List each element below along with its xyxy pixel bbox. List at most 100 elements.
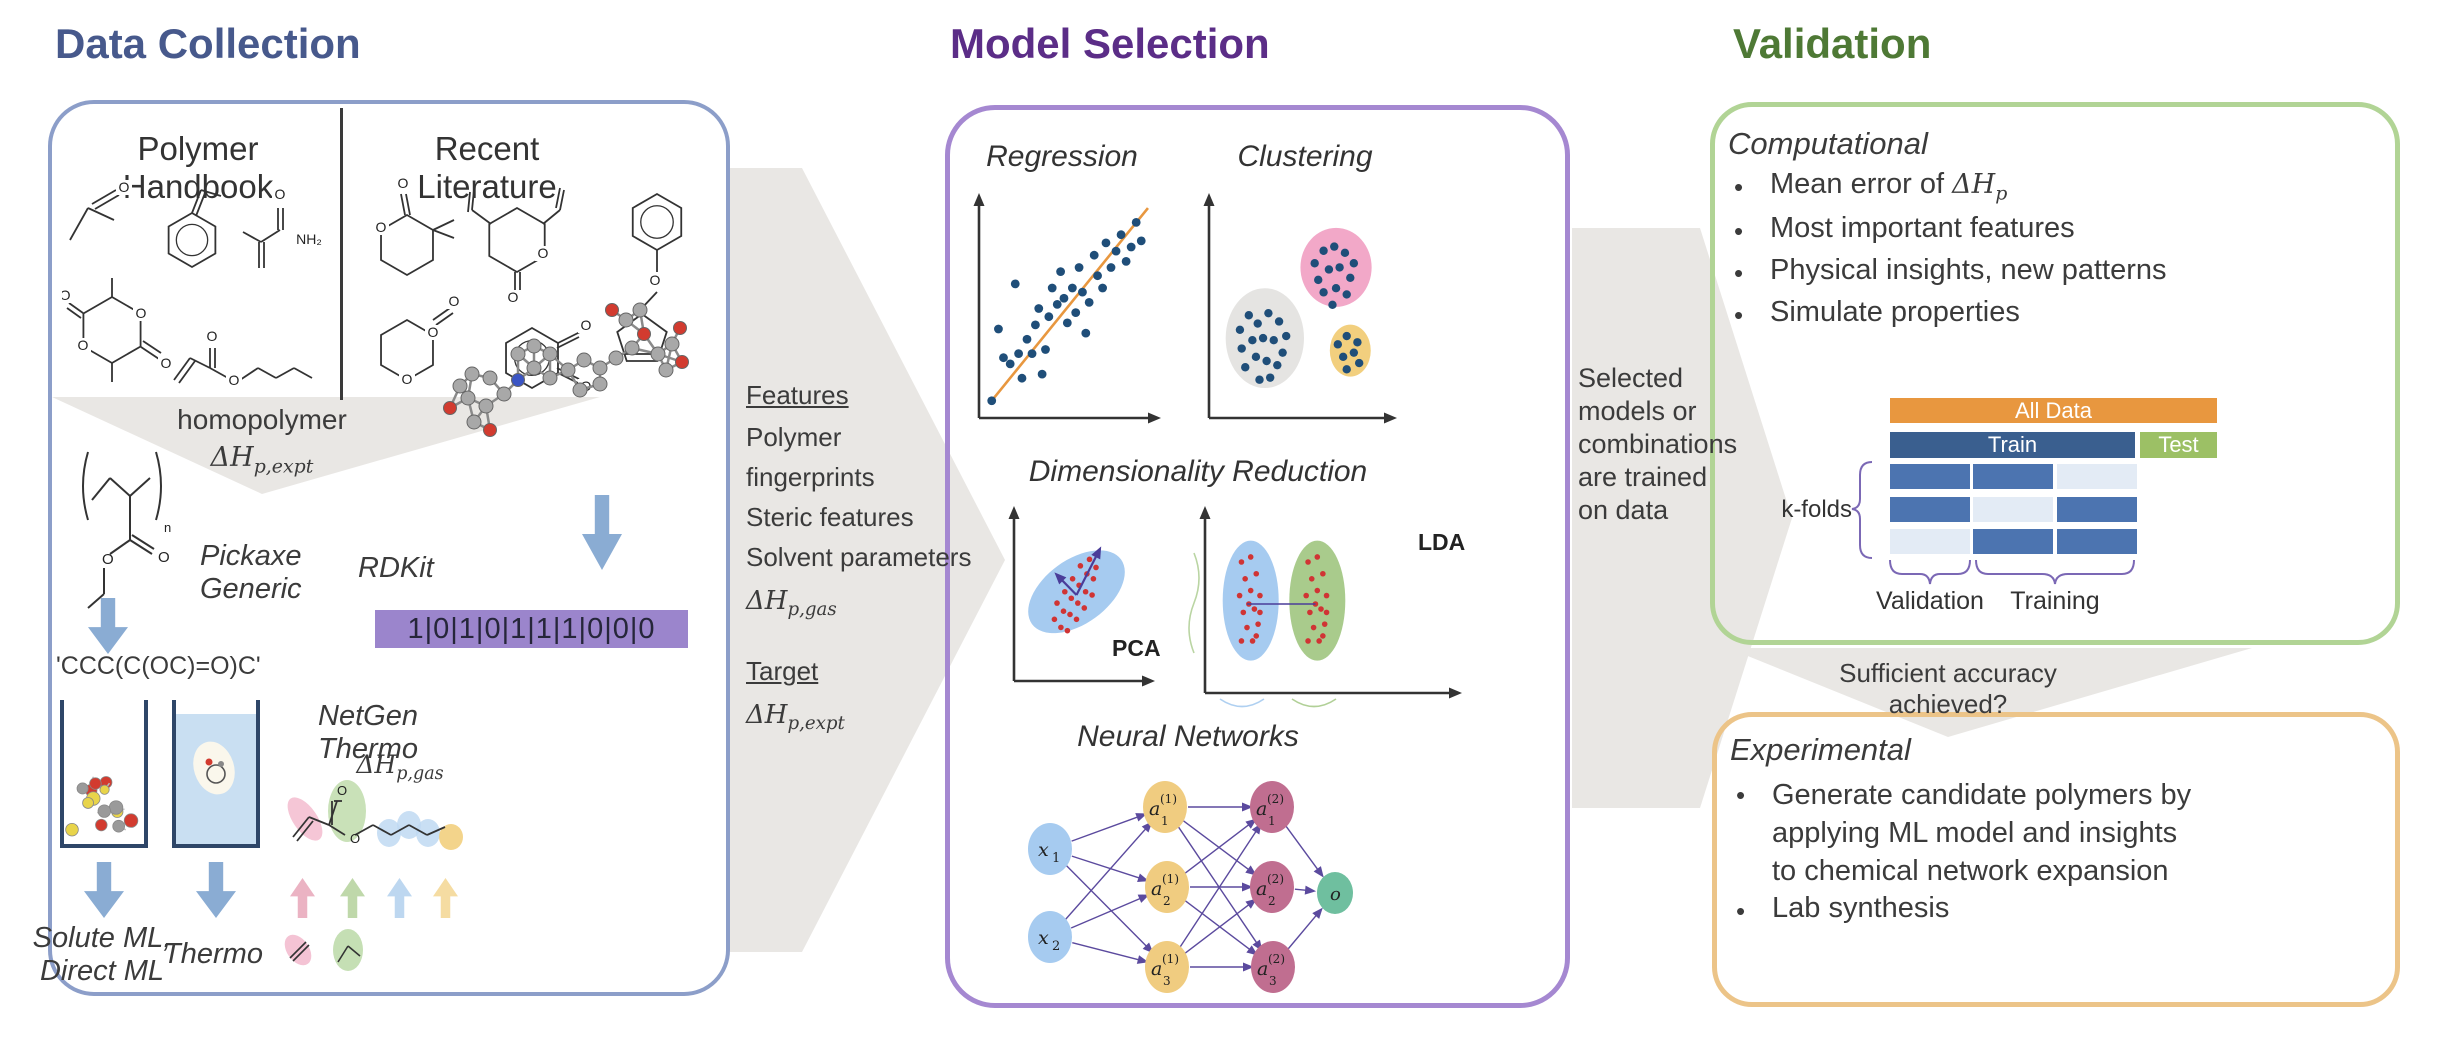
netgen-highlighted-molecule: OO bbox=[287, 780, 463, 850]
experimental-heading: Experimental bbox=[1730, 732, 1911, 767]
validation-funnel-shape bbox=[1728, 648, 2252, 737]
svg-text:2: 2 bbox=[1163, 894, 1171, 908]
rdkit-label: RDKit bbox=[358, 552, 434, 584]
dc-funnel-shape bbox=[52, 397, 600, 494]
chemical-network-graph bbox=[1950, 888, 2230, 1000]
svg-text:O: O bbox=[376, 219, 387, 235]
svg-text:O: O bbox=[398, 178, 409, 191]
computational-bullet-4: Simulate properties bbox=[1770, 296, 2020, 328]
svg-text:(1): (1) bbox=[1162, 872, 1179, 886]
target-title: Target bbox=[746, 656, 819, 686]
smiles-string: 'CCC(C(OC)=O)C' bbox=[56, 652, 261, 680]
svg-text:1: 1 bbox=[1268, 814, 1276, 828]
data-collection-box bbox=[48, 100, 730, 996]
features-title: Features bbox=[746, 380, 849, 410]
feature-item: Steric features bbox=[746, 502, 914, 532]
solute-ml-label: Solute ML, Direct ML bbox=[32, 922, 172, 987]
clustering-plot bbox=[1203, 193, 1397, 424]
model-selection-title: Model Selection bbox=[950, 20, 1270, 67]
thermo-beaker bbox=[172, 700, 260, 848]
kfold-braces bbox=[1851, 461, 2135, 585]
svg-text:(2): (2) bbox=[1267, 872, 1284, 886]
svg-text:O: O bbox=[650, 272, 661, 288]
svg-text:3: 3 bbox=[1163, 974, 1171, 988]
kfold-cell bbox=[1973, 529, 2053, 554]
thermo-label: Thermo bbox=[163, 938, 263, 970]
svg-text:a: a bbox=[1149, 798, 1160, 820]
computational-bullet-1: Mean error of ΔHp bbox=[1770, 168, 2008, 205]
svg-text:(2): (2) bbox=[1268, 952, 1285, 966]
lda-plot: LDA bbox=[1188, 506, 1465, 708]
svg-text:O: O bbox=[337, 783, 347, 798]
neural-network-diagram: x 1x 2a (1)1a (1)2a (1)3a (2)1a (2)2a (2)3o bbox=[1028, 781, 1353, 993]
experimental-bullet-2: Lab synthesis bbox=[1772, 892, 1950, 924]
svg-text:a: a bbox=[1256, 798, 1267, 820]
sufficient-accuracy-question: Sufficient accuracy achieved? bbox=[1839, 658, 2057, 719]
svg-text:O: O bbox=[402, 371, 413, 387]
svg-text:O: O bbox=[119, 179, 130, 195]
bullet-icon: • bbox=[1736, 896, 1746, 926]
fragment-molecules bbox=[284, 929, 363, 971]
target-dh-expt: ΔHp,expt bbox=[746, 700, 845, 735]
svg-text:2: 2 bbox=[1268, 894, 1276, 908]
kfolds-label: k-folds bbox=[1781, 496, 1852, 523]
selected-chevron-shape bbox=[1572, 228, 1792, 808]
svg-text:x: x bbox=[1038, 927, 1049, 949]
features-chevron-shape bbox=[730, 168, 1005, 952]
pca-plot: PCA bbox=[1008, 506, 1161, 687]
svg-text:O: O bbox=[581, 317, 592, 333]
panel-divider bbox=[340, 108, 343, 400]
model-selection-box bbox=[945, 105, 1570, 1008]
netgen-thermo-label: NetGen Thermo bbox=[318, 700, 418, 765]
polymer-repeat-structure: nOO bbox=[82, 451, 171, 609]
homopolymer-label: homopolymer bbox=[177, 404, 347, 435]
kfold-cell bbox=[1973, 497, 2053, 522]
data-collection-title: Data Collection bbox=[55, 20, 361, 67]
svg-text:O: O bbox=[102, 551, 114, 568]
dh-expt-funnel-label: ΔHp,expt bbox=[210, 442, 314, 478]
bullet-icon: • bbox=[1736, 780, 1746, 810]
svg-text:O: O bbox=[449, 293, 460, 309]
experimental-bullet-1: Generate candidate polymers by applying … bbox=[1772, 779, 2192, 887]
svg-text:PCA: PCA bbox=[1112, 635, 1161, 661]
svg-text:(1): (1) bbox=[1160, 792, 1177, 806]
selected-models-text: Selected models or combinations are trai… bbox=[1578, 363, 1738, 525]
svg-text:a: a bbox=[1151, 958, 1162, 980]
svg-text:LDA: LDA bbox=[1418, 529, 1465, 555]
svg-text:O: O bbox=[158, 549, 170, 566]
svg-text:NH₂: NH₂ bbox=[296, 231, 322, 247]
svg-text:2: 2 bbox=[1052, 939, 1060, 954]
kfold-cell bbox=[1973, 464, 2053, 489]
svg-text:1: 1 bbox=[1052, 851, 1060, 866]
kfold-training-label: Training bbox=[2010, 587, 2100, 615]
regression-plot bbox=[973, 193, 1161, 424]
svg-text:(2): (2) bbox=[1267, 792, 1284, 806]
bullet-icon: • bbox=[1734, 300, 1744, 330]
thermo-beaker-liquid bbox=[176, 714, 256, 844]
validation-title: Validation bbox=[1733, 20, 1932, 67]
svg-text:O: O bbox=[207, 328, 218, 344]
kfold-test-bar: Test bbox=[2140, 432, 2217, 458]
validation-computational-box bbox=[1710, 102, 2400, 645]
dimensionality-reduction-label: Dimensionality Reduction bbox=[1028, 455, 1368, 488]
svg-text:O: O bbox=[161, 355, 172, 371]
svg-text:O: O bbox=[136, 305, 147, 321]
svg-text:O: O bbox=[350, 831, 360, 846]
fingerprint-bits: 1|0|1|0|1|1|1|0|0|0 bbox=[375, 610, 688, 648]
svg-text:x: x bbox=[1038, 839, 1049, 861]
polymer-handbook-header: Polymer Handbook bbox=[122, 130, 274, 205]
validation-experimental-box bbox=[1712, 712, 2400, 1007]
kfold-cell bbox=[1890, 497, 1970, 522]
handbook-molecules: O O NH₂ O O O O O O bbox=[62, 179, 322, 388]
kfold-cell bbox=[1890, 529, 1970, 554]
computational-heading: Computational bbox=[1728, 126, 1928, 161]
svg-text:O: O bbox=[78, 337, 89, 353]
svg-text:1: 1 bbox=[1161, 814, 1169, 828]
svg-text:o: o bbox=[1330, 884, 1341, 905]
svg-text:a: a bbox=[1256, 878, 1267, 900]
computational-bullet-3: Physical insights, new patterns bbox=[1770, 254, 2167, 286]
svg-text:O: O bbox=[275, 186, 286, 202]
